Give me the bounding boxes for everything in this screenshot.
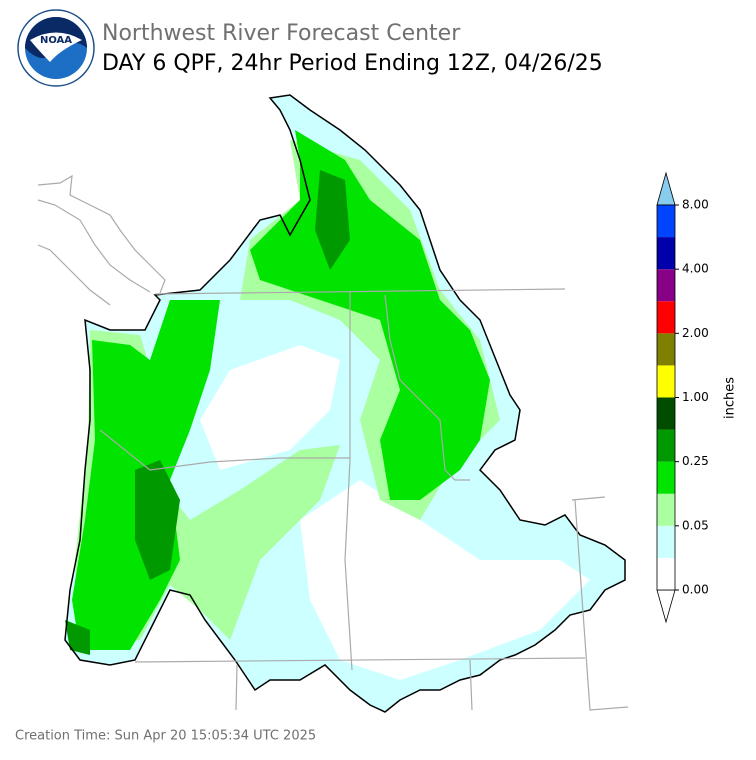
basin-outline: [64, 94, 626, 713]
colorbar-segment: [657, 301, 675, 334]
colorbar-tick-label: 0.25: [682, 454, 709, 468]
colorbar-under: [656, 589, 676, 624]
colorbar-tick-label: 2.00: [682, 326, 709, 340]
colorbar-segment: [657, 461, 675, 494]
dry-area: [200, 345, 590, 680]
creation-time: Creation Time: Sun Apr 20 15:05:34 UTC 2…: [15, 729, 316, 744]
colorbar-segment: [657, 429, 675, 462]
logo-text: NOAA: [40, 35, 72, 46]
colorbar-segment: [657, 365, 675, 398]
colorbar-tick-label: 8.00: [682, 198, 709, 212]
colorbar-label: inches: [723, 377, 738, 419]
colorbar-segment: [657, 269, 675, 302]
state-borders: [99, 288, 629, 711]
colorbar-segment: [657, 493, 675, 526]
colorbar-segment: [657, 557, 675, 590]
heavy-rain-area: [65, 170, 350, 655]
colorbar-segment: [657, 525, 675, 558]
noaa-logo: NOAA: [17, 9, 95, 87]
map: [37, 94, 629, 713]
colorbar-over: [656, 171, 676, 206]
colorbar-segment: [657, 397, 675, 430]
colorbar-tick-label: 0.00: [682, 583, 709, 597]
moderate-rain-area: [72, 130, 490, 650]
map-title: DAY 6 QPF, 24hr Period Ending 12Z, 04/26…: [102, 51, 603, 76]
colorbar-segment: [657, 205, 675, 238]
org-name: Northwest River Forecast Center: [102, 21, 461, 46]
colorbar-segment: [657, 333, 675, 366]
colorbar: 0.00 0.05 0.25 1.00 2.00 4.00 8.00: [656, 171, 709, 624]
colorbar-tick-label: 1.00: [682, 390, 709, 404]
colorbar-tick-label: 4.00: [682, 262, 709, 276]
colorbar-segment: [657, 237, 675, 270]
coastlines: [37, 174, 166, 306]
colorbar-tick-label: 0.05: [682, 518, 709, 532]
